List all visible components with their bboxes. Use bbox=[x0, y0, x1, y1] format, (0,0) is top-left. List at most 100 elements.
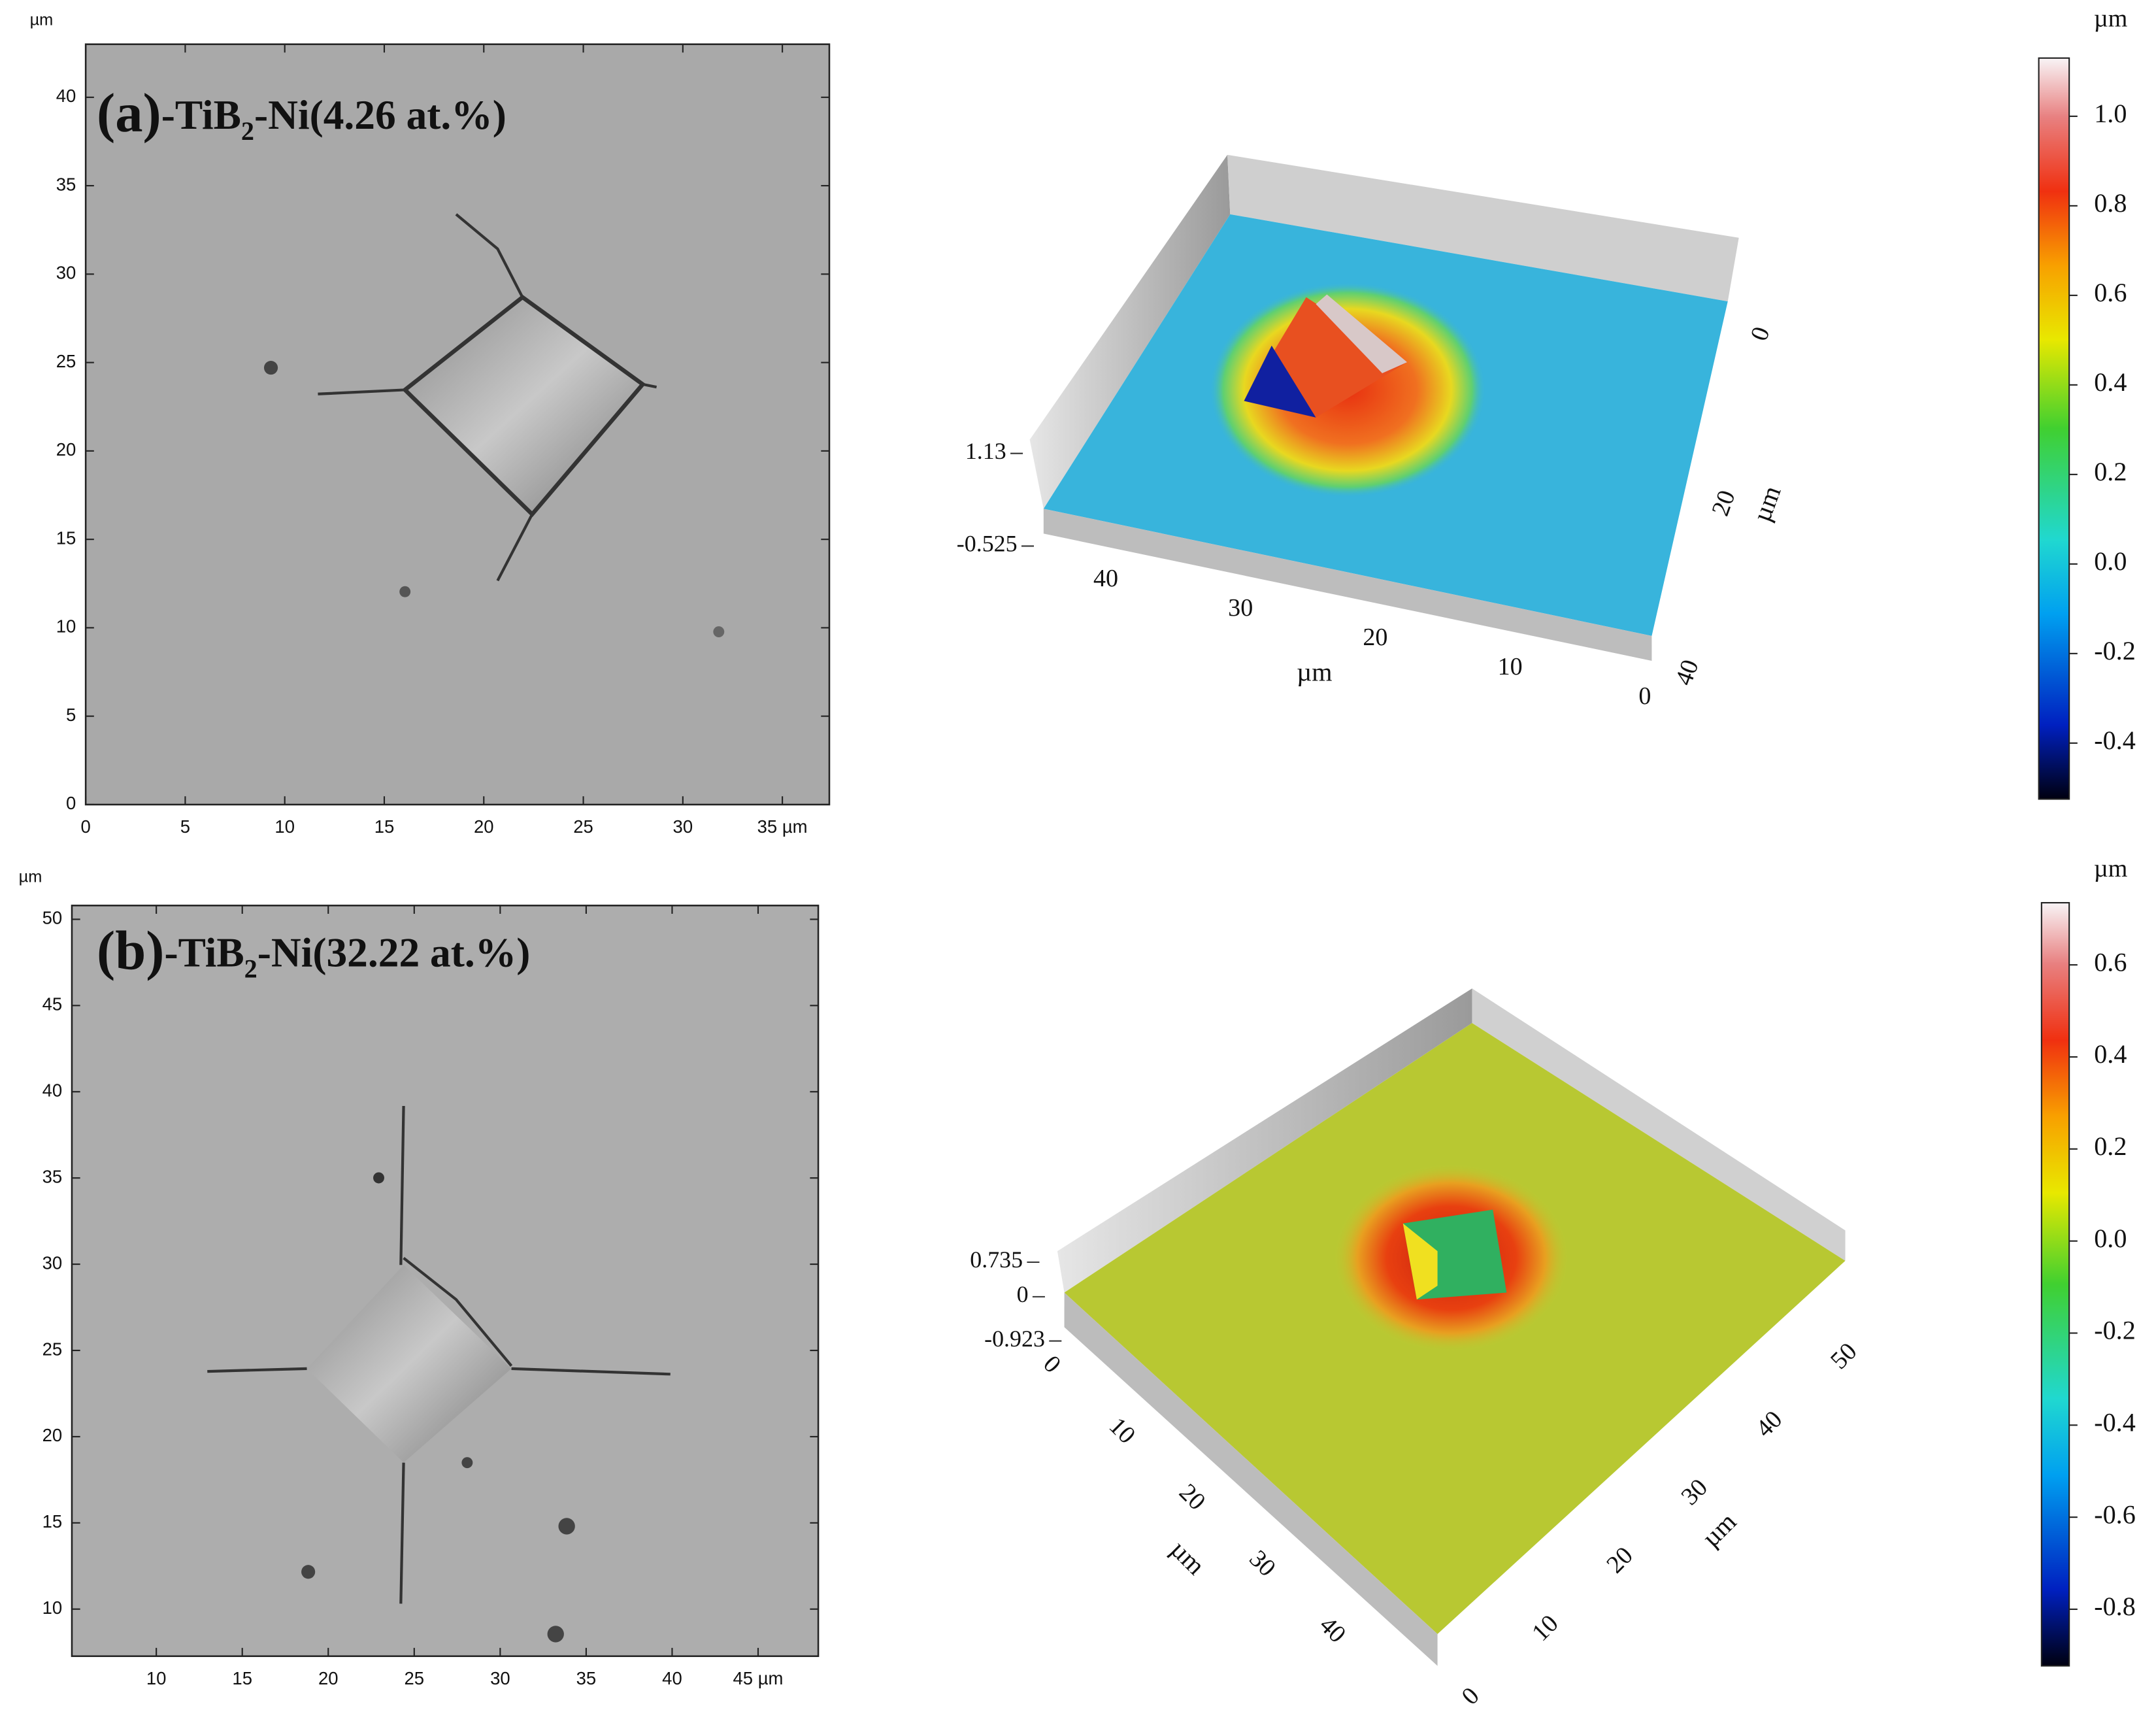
image-frame bbox=[84, 43, 831, 806]
panel-title: (a)-TiB2-Ni(4.26 at.%) bbox=[97, 83, 506, 145]
title-part: -Ni(32.22 at.%) bbox=[257, 929, 531, 975]
y-tick-label: 35 bbox=[56, 174, 76, 194]
surface-tick-label: 40 bbox=[1670, 656, 1704, 689]
surface-wall bbox=[1472, 988, 1846, 1261]
surface-tick-label: 10 bbox=[1527, 1610, 1564, 1647]
surface-tick-label: 20 bbox=[1363, 624, 1387, 651]
particle bbox=[461, 1457, 473, 1469]
indent-surface bbox=[1402, 1223, 1438, 1300]
surface-axis-label: µm bbox=[1696, 1507, 1742, 1552]
z-tick-label: 0 bbox=[1017, 1281, 1029, 1307]
surface-tick-label: 20 bbox=[1174, 1479, 1211, 1516]
y-tick-label: 20 bbox=[42, 1425, 63, 1445]
x-tick-label: 20 bbox=[318, 1668, 339, 1688]
micrograph bbox=[71, 905, 819, 1656]
surface-axis-label: µm bbox=[1747, 482, 1787, 526]
y-tick-label: 45 bbox=[42, 994, 63, 1014]
z-tick-label: 0.735 bbox=[970, 1246, 1023, 1273]
particle bbox=[301, 1565, 316, 1579]
x-tick-label: 20 bbox=[474, 816, 494, 837]
surface-tick-label: 10 bbox=[1498, 653, 1523, 680]
colorbar bbox=[2038, 57, 2070, 800]
colorbar-unit: µm bbox=[2094, 5, 2128, 32]
indent-surface bbox=[1316, 294, 1408, 374]
y-tick-label: 15 bbox=[56, 527, 76, 548]
colorbar-tick-label: 0.6 bbox=[2094, 278, 2127, 307]
surface-axis-label: µm bbox=[1297, 657, 1332, 686]
x-tick-label: 35 bbox=[576, 1668, 597, 1688]
y-tick-label: 10 bbox=[56, 616, 76, 637]
title-part: 2 bbox=[241, 116, 254, 146]
colorbar-tick-label: 0.4 bbox=[2094, 1039, 2127, 1069]
image-frame bbox=[71, 905, 820, 1658]
z-tick-label: -0.923 bbox=[984, 1326, 1045, 1352]
surface-tick-label: 40 bbox=[1314, 1611, 1352, 1648]
particle bbox=[547, 1626, 564, 1643]
colorbar-unit: µm bbox=[2094, 855, 2128, 882]
y-tick-label: 30 bbox=[56, 263, 76, 283]
colorbar-tick-label: 0.8 bbox=[2094, 188, 2127, 218]
surface-tick-label: 0 bbox=[1638, 682, 1651, 710]
colorbar-tick-label: -0.2 bbox=[2094, 1316, 2136, 1345]
surface-wall bbox=[1227, 154, 1739, 302]
y-tick-label: 50 bbox=[42, 908, 63, 928]
colorbar-tick-label: -0.6 bbox=[2094, 1499, 2136, 1529]
particle bbox=[263, 361, 278, 375]
surface-axis-label: µm bbox=[1165, 1535, 1211, 1581]
x-tick-label: 30 bbox=[490, 1668, 510, 1688]
x-tick-label: 0 bbox=[80, 816, 90, 837]
axis-unit: µm bbox=[19, 868, 42, 886]
crack bbox=[318, 213, 657, 582]
surface-tick-label: 20 bbox=[1601, 1541, 1638, 1579]
colorbar bbox=[2040, 902, 2070, 1667]
z-tick-label: -0.525 bbox=[957, 531, 1018, 557]
particle bbox=[558, 1518, 575, 1535]
y-tick-label: 40 bbox=[56, 86, 76, 106]
x-tick-label: 25 bbox=[405, 1668, 425, 1688]
surface-tick-label: 0 bbox=[1746, 324, 1776, 344]
colorbar-tick-label: 0.2 bbox=[2094, 1131, 2127, 1161]
colorbar-tick-label: 0.2 bbox=[2094, 457, 2127, 486]
particle bbox=[399, 586, 411, 597]
y-tick-label: 40 bbox=[42, 1080, 63, 1101]
surface-wall bbox=[1043, 509, 1652, 661]
x-tick-label: 10 bbox=[274, 816, 295, 837]
surface-tick-label: 10 bbox=[1104, 1413, 1141, 1450]
title-part: -Ni(4.26 at.%) bbox=[254, 91, 506, 137]
surface-wall bbox=[1029, 154, 1231, 509]
title-part: -TiB bbox=[164, 929, 244, 975]
y-tick-label: 10 bbox=[42, 1598, 63, 1618]
surface-wall bbox=[1064, 1292, 1438, 1666]
y-tick-label: 5 bbox=[66, 705, 76, 725]
x-tick-label: 45 µm bbox=[733, 1668, 784, 1688]
surface-tick-label: 40 bbox=[1751, 1405, 1788, 1443]
surface-tick-label: 0 bbox=[1038, 1350, 1066, 1379]
surface-tick-label: 40 bbox=[1093, 565, 1118, 592]
surface-tick-label: 50 bbox=[1825, 1337, 1863, 1375]
y-tick-label: 25 bbox=[42, 1339, 63, 1359]
indent bbox=[307, 1265, 512, 1463]
y-tick-label: 30 bbox=[42, 1252, 63, 1273]
axis-unit: µm bbox=[30, 10, 54, 29]
colorbar-tick-label: -0.4 bbox=[2094, 726, 2136, 755]
colorbar-tick-label: 0.4 bbox=[2094, 367, 2127, 397]
colorbar-tick-label: 1.0 bbox=[2094, 99, 2127, 128]
colorbar-tick-label: -0.2 bbox=[2094, 636, 2136, 665]
x-tick-label: 15 bbox=[232, 1668, 252, 1688]
x-tick-label: 5 bbox=[180, 816, 190, 837]
x-tick-label: 35 µm bbox=[757, 816, 808, 837]
z-tick-label: 1.13 bbox=[965, 438, 1006, 464]
colorbar-tick-label: 0.6 bbox=[2094, 947, 2127, 977]
surface-tick-label: 20 bbox=[1706, 487, 1740, 520]
particle bbox=[713, 626, 725, 638]
surface-tick-label: 0 bbox=[1457, 1682, 1485, 1710]
surface-tick-label: 30 bbox=[1676, 1473, 1713, 1511]
particle bbox=[373, 1172, 384, 1184]
y-tick-label: 15 bbox=[42, 1511, 63, 1531]
x-tick-label: 40 bbox=[662, 1668, 682, 1688]
colorbar-tick-label: -0.4 bbox=[2094, 1408, 2136, 1437]
x-tick-label: 15 bbox=[374, 816, 395, 837]
surface-tick-label: 30 bbox=[1244, 1545, 1281, 1582]
